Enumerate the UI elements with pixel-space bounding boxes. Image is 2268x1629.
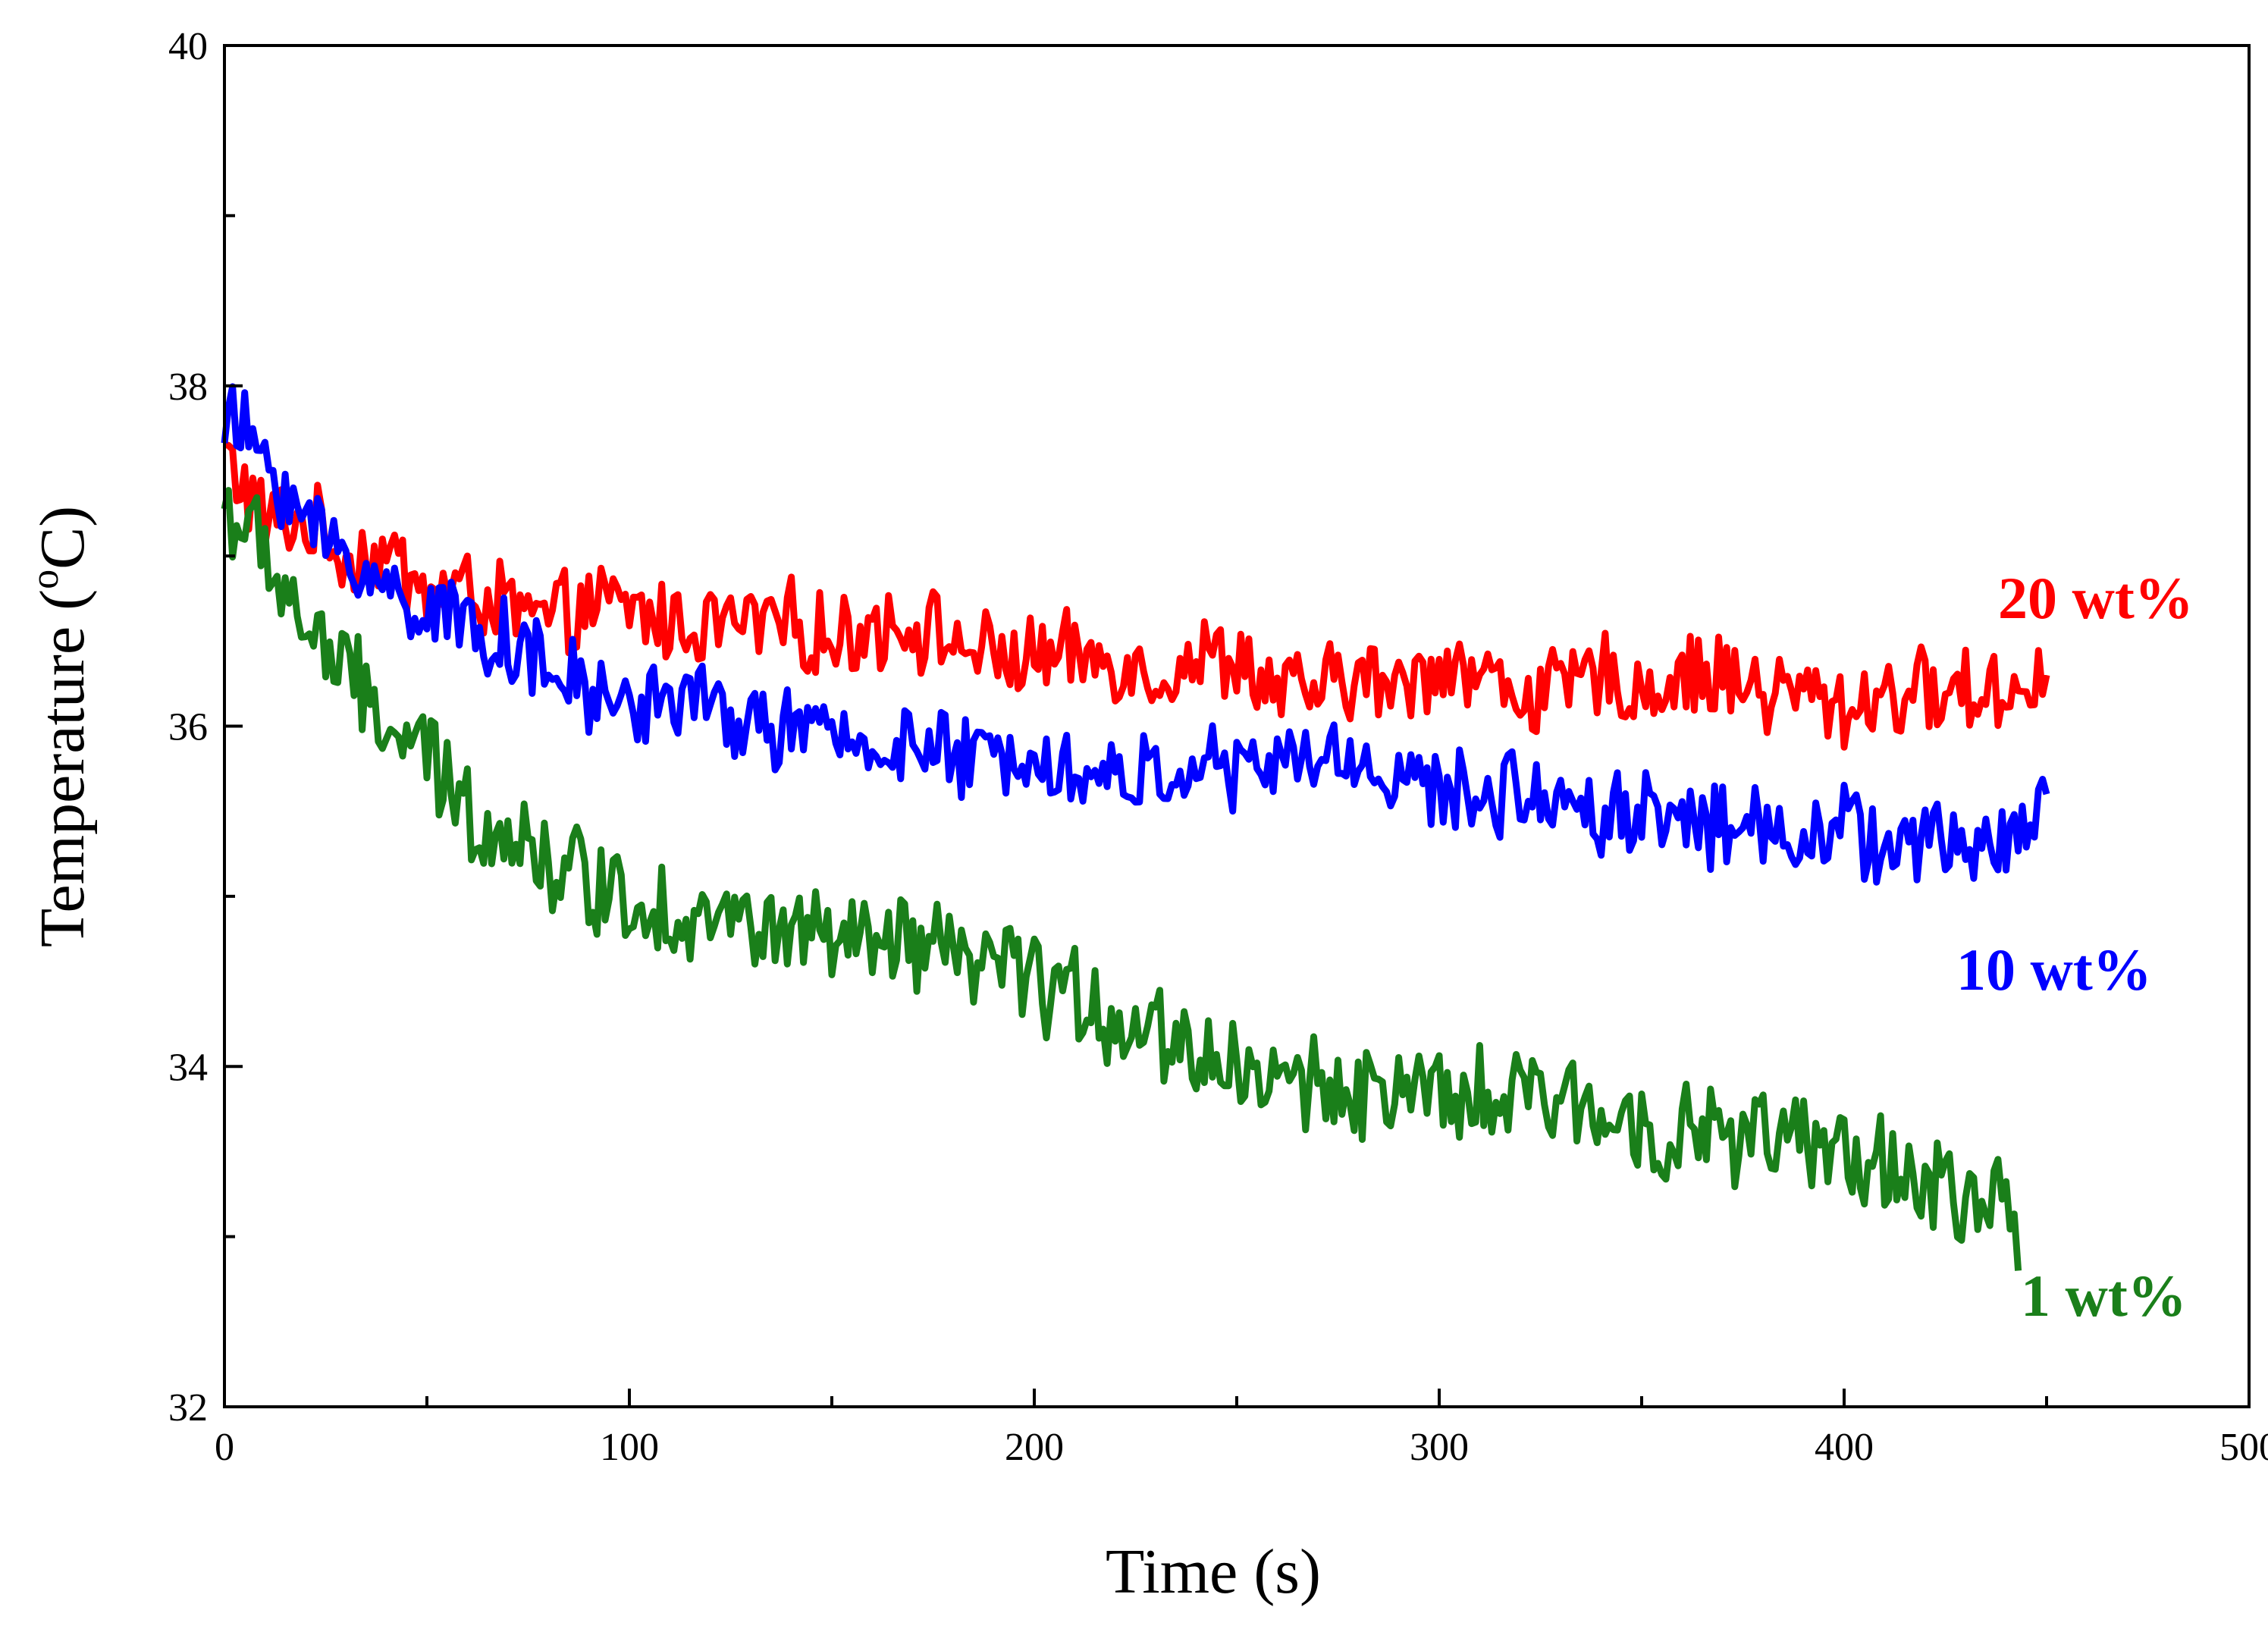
series-line-10-wt- <box>221 383 2050 886</box>
y-tick-label: 32 <box>168 1386 208 1430</box>
series-label-1wt: 1 wt% <box>2021 1263 2187 1329</box>
y-tick-label: 34 <box>168 1046 208 1089</box>
y-axis-title: Temperature (oC) <box>24 506 98 947</box>
x-axis-title: Time (s) <box>1106 1536 1321 1607</box>
axis-tick-labels: 0 100 200 300 400 500 32 34 36 38 40 <box>168 25 2268 1469</box>
x-tick-label: 200 <box>1005 1426 1064 1469</box>
axis-ticks <box>223 44 2251 1408</box>
y-tick-label: 38 <box>168 366 208 409</box>
y-axis-title-unit: C) <box>27 506 98 570</box>
x-tick-label: 500 <box>2219 1426 2268 1469</box>
x-tick-label: 300 <box>1410 1426 1469 1469</box>
y-tick-label: 36 <box>168 706 208 749</box>
plot-frame <box>223 44 2251 1408</box>
series-line-20-wt- <box>223 441 2050 751</box>
series-label-10wt: 10 wt% <box>1956 937 2152 1003</box>
y-tick-label: 40 <box>168 25 208 68</box>
series-label-20wt: 20 wt% <box>1998 565 2194 631</box>
plot-area <box>221 383 2050 1271</box>
y-axis-title-degree: o <box>24 570 67 589</box>
x-tick-label: 0 <box>215 1426 234 1469</box>
x-tick-label: 100 <box>600 1426 659 1469</box>
x-tick-label: 400 <box>1815 1426 1874 1469</box>
y-axis-title-main: Temperature ( <box>27 589 98 947</box>
series-line-1-wt- <box>221 487 2022 1271</box>
